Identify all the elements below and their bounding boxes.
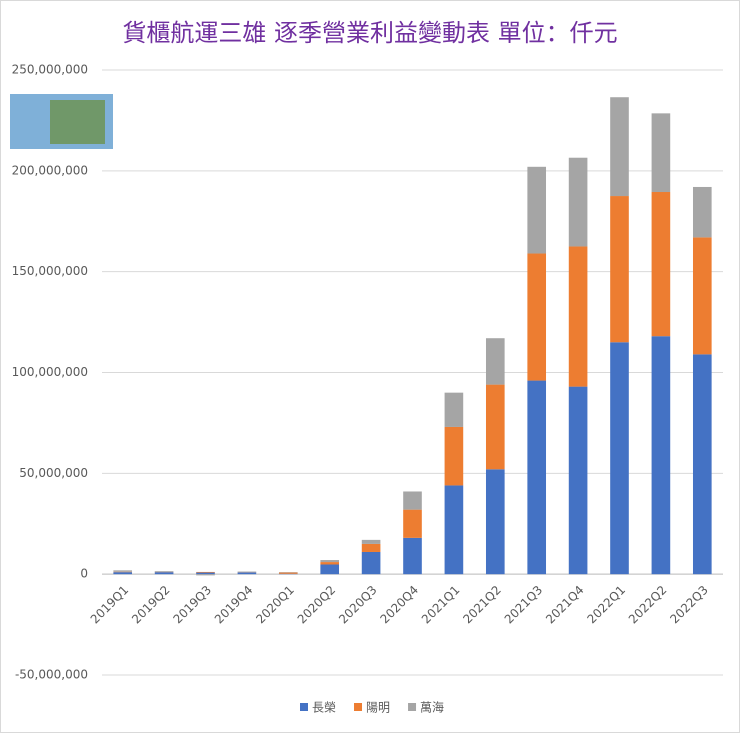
bar <box>568 386 588 575</box>
bar <box>320 564 340 575</box>
bar <box>113 570 133 572</box>
bar <box>403 491 422 510</box>
bar <box>196 574 215 576</box>
bar <box>692 354 712 575</box>
bar <box>113 572 133 575</box>
legend-label: 萬海 <box>420 700 444 715</box>
bar <box>237 572 257 575</box>
legend-swatch <box>354 703 363 711</box>
bar <box>485 469 505 575</box>
chart-title: 貨櫃航運三雄 逐季營業利益變動表 單位：仟元 <box>122 19 617 47</box>
legend-label: 長榮 <box>312 701 336 715</box>
bar <box>320 562 340 565</box>
bar <box>444 426 464 486</box>
bar <box>237 571 257 573</box>
thumbnail-image <box>10 94 113 149</box>
legend-swatch <box>408 703 417 711</box>
bar <box>610 342 629 575</box>
y-tick-label: 200,000,000 <box>12 163 88 177</box>
bar <box>403 537 422 575</box>
bar <box>485 338 505 385</box>
bar <box>154 572 174 575</box>
bar <box>651 192 671 337</box>
bar <box>692 237 712 355</box>
bar <box>196 572 215 575</box>
y-tick-label: 150,000,000 <box>12 264 88 278</box>
bar <box>527 166 547 254</box>
bar <box>154 571 174 572</box>
y-tick-label: 50,000,000 <box>19 466 88 480</box>
bar <box>444 485 464 575</box>
y-tick-label: 250,000,000 <box>12 63 88 77</box>
bar <box>568 246 588 387</box>
legend-label: 陽明 <box>366 701 390 715</box>
bar <box>651 113 671 193</box>
bar <box>485 384 505 470</box>
bar <box>568 157 588 247</box>
bar <box>610 196 629 343</box>
bar <box>651 336 671 575</box>
bar <box>610 97 629 197</box>
bar <box>527 380 547 575</box>
bar <box>361 539 381 544</box>
bar <box>692 186 712 238</box>
bar <box>444 392 464 427</box>
bar <box>361 543 381 552</box>
bar <box>527 253 547 381</box>
y-tick-label: 100,000,000 <box>12 365 88 379</box>
image-shape <box>50 100 105 144</box>
y-tick-label: 0 <box>80 567 88 581</box>
bar <box>196 571 215 573</box>
bar <box>320 560 340 563</box>
bar <box>403 509 422 538</box>
legend-swatch <box>300 703 308 711</box>
y-tick-label: -50,000,000 <box>15 668 88 682</box>
bar <box>361 551 381 575</box>
bar <box>278 572 298 574</box>
